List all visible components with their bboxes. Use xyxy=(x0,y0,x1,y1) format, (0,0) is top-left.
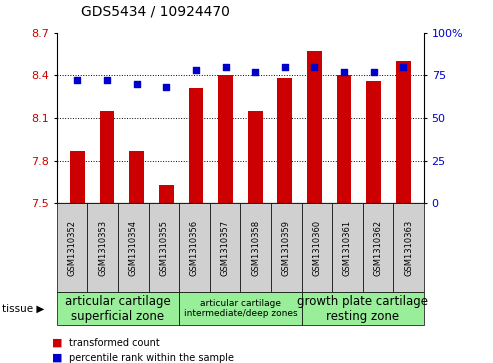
Text: GSM1310354: GSM1310354 xyxy=(129,220,138,276)
Text: GSM1310361: GSM1310361 xyxy=(343,220,352,276)
Text: GSM1310360: GSM1310360 xyxy=(313,220,321,276)
Point xyxy=(340,69,348,75)
Text: percentile rank within the sample: percentile rank within the sample xyxy=(69,352,234,363)
Text: tissue ▶: tissue ▶ xyxy=(2,303,45,314)
Bar xyxy=(307,51,322,203)
Bar xyxy=(337,75,352,203)
Bar xyxy=(396,61,411,203)
Bar xyxy=(188,88,203,203)
Point xyxy=(311,64,318,70)
Text: growth plate cartilage
resting zone: growth plate cartilage resting zone xyxy=(297,294,428,323)
Bar xyxy=(70,151,85,203)
Text: GSM1310363: GSM1310363 xyxy=(404,220,413,276)
Text: ■: ■ xyxy=(52,352,62,363)
Point xyxy=(192,67,200,73)
Bar xyxy=(366,81,381,203)
Text: ■: ■ xyxy=(52,338,62,348)
Bar xyxy=(218,75,233,203)
Point xyxy=(162,84,170,90)
Text: GSM1310353: GSM1310353 xyxy=(98,220,107,276)
Bar xyxy=(129,151,144,203)
Point xyxy=(103,78,111,83)
Bar xyxy=(159,185,174,203)
Point xyxy=(221,64,229,70)
Text: GSM1310355: GSM1310355 xyxy=(159,220,168,276)
Text: GDS5434 / 10924470: GDS5434 / 10924470 xyxy=(81,4,230,18)
Text: GSM1310359: GSM1310359 xyxy=(282,220,291,276)
Bar xyxy=(278,78,292,203)
Point xyxy=(251,69,259,75)
Point xyxy=(370,69,378,75)
Point xyxy=(73,78,81,83)
Text: GSM1310352: GSM1310352 xyxy=(68,220,76,276)
Point xyxy=(281,64,289,70)
Text: GSM1310358: GSM1310358 xyxy=(251,220,260,276)
Bar xyxy=(248,111,263,203)
Text: GSM1310357: GSM1310357 xyxy=(220,220,230,276)
Text: GSM1310356: GSM1310356 xyxy=(190,220,199,276)
Text: articular cartilage
intermediate/deep zones: articular cartilage intermediate/deep zo… xyxy=(183,299,297,318)
Text: GSM1310362: GSM1310362 xyxy=(374,220,383,276)
Point xyxy=(133,81,141,87)
Text: articular cartilage
superficial zone: articular cartilage superficial zone xyxy=(65,294,171,323)
Point xyxy=(399,64,407,70)
Text: transformed count: transformed count xyxy=(69,338,160,348)
Bar xyxy=(100,111,114,203)
